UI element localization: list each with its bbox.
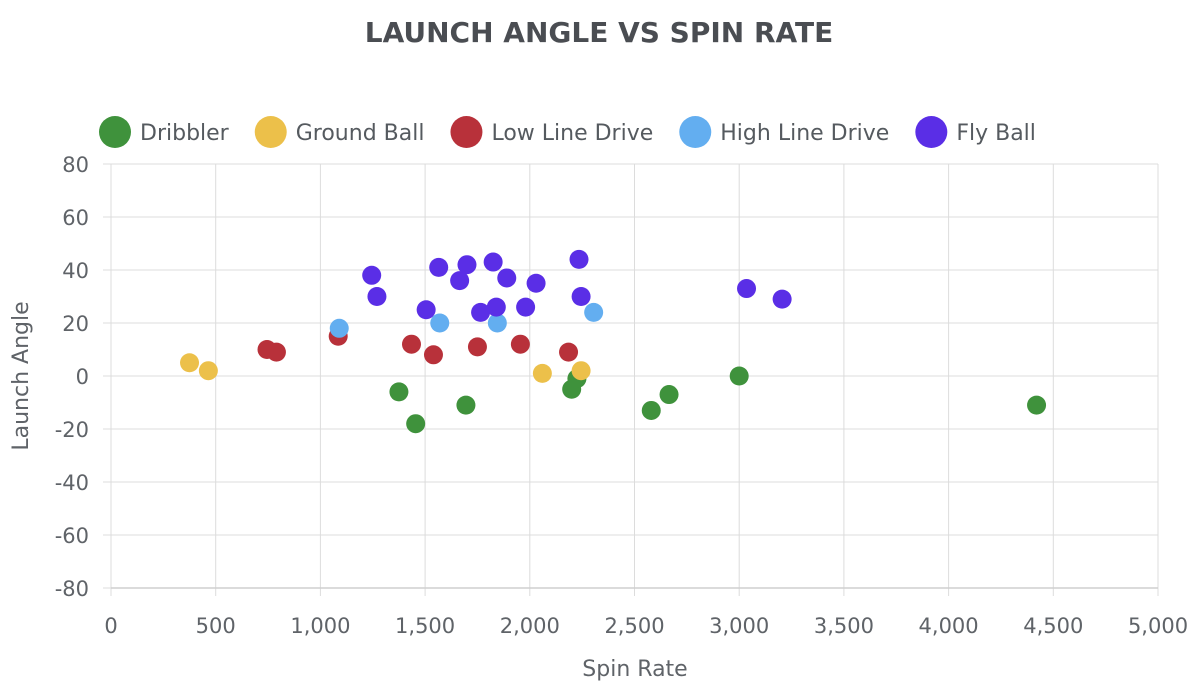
low-line-drive-point <box>510 334 530 354</box>
fly-ball-point <box>569 249 589 269</box>
y-tick-label: -60 <box>55 524 89 548</box>
x-tick-label: 3,500 <box>814 614 874 638</box>
x-tick-label: 3,000 <box>709 614 769 638</box>
ground-ball-point <box>198 361 218 381</box>
low-line-drive-point <box>423 345 443 365</box>
fly-ball-point <box>571 287 591 306</box>
dribbler-point <box>641 400 661 420</box>
fly-ball-point <box>772 289 792 309</box>
fly-ball-point <box>737 279 757 299</box>
x-tick-label: 500 <box>196 614 236 638</box>
y-tick-label: 60 <box>62 206 89 230</box>
fly-ball-point <box>450 271 470 291</box>
ground-ball-point <box>180 353 200 373</box>
x-tick-label: 1,000 <box>290 614 350 638</box>
low-line-drive-point <box>467 337 487 357</box>
y-tick-label: 20 <box>62 312 89 336</box>
legend-label: Fly Ball <box>956 121 1036 146</box>
fly-ball-point <box>516 297 536 317</box>
ground-ball-point <box>571 361 591 381</box>
y-tick-label: -20 <box>55 418 89 442</box>
low-line-drive-point <box>401 334 421 354</box>
legend-marker <box>254 116 287 148</box>
legend-item-low-line-drive[interactable]: Low Line Drive <box>450 116 653 148</box>
legend-item-dribbler[interactable]: Dribbler <box>99 116 230 148</box>
fly-ball-point <box>486 297 506 317</box>
y-tick-label: 0 <box>76 365 89 389</box>
y-tick-label: -80 <box>55 577 89 601</box>
legend-item-fly-ball[interactable]: Fly Ball <box>915 116 1036 148</box>
x-tick-label: 4,000 <box>919 614 979 638</box>
fly-ball-point <box>457 255 477 275</box>
high-line-drive-point <box>487 313 507 333</box>
chart-grid <box>103 163 1159 596</box>
x-axis-label: Spin Rate <box>582 657 687 682</box>
y-tick-label: 40 <box>62 259 89 283</box>
low-line-drive-point <box>559 342 579 362</box>
dribbler-point <box>456 395 476 415</box>
dribbler-point <box>1027 395 1047 415</box>
chart-legend: Dribbler Ground Ball Low Line Drive High Li… <box>99 116 1036 148</box>
legend-marker <box>679 116 712 148</box>
fly-ball-point <box>429 257 449 277</box>
ground-ball-point <box>532 363 552 383</box>
fly-ball-point <box>367 287 387 306</box>
legend-label: Ground Ball <box>296 121 425 146</box>
legend-marker <box>915 116 948 148</box>
x-axis-ticks: 0 500 1,000 1,500 2,000 2,500 3,000 3,500 4,000 4… <box>104 614 1188 638</box>
legend-label: High Line Drive <box>720 121 889 146</box>
y-tick-label: -40 <box>55 471 89 495</box>
x-tick-label: 1,500 <box>395 614 455 638</box>
y-tick-label: 80 <box>62 153 89 177</box>
x-tick-label: 2,500 <box>604 614 664 638</box>
x-tick-label: 2,000 <box>500 614 560 638</box>
fly-ball-point <box>497 268 517 288</box>
high-line-drive-point <box>329 318 349 338</box>
y-axis-label: Launch Angle <box>9 301 34 450</box>
fly-ball-point <box>362 265 382 285</box>
chart-title: LAUNCH ANGLE VS SPIN RATE <box>365 16 834 49</box>
legend-item-high-line-drive[interactable]: High Line Drive <box>679 116 889 148</box>
fly-ball-point <box>526 273 546 293</box>
legend-marker <box>450 116 483 148</box>
chart-points <box>180 249 1047 434</box>
dribbler-point <box>389 382 409 402</box>
legend-item-ground-ball[interactable]: Ground Ball <box>254 116 425 148</box>
dribbler-point <box>406 414 426 434</box>
fly-ball-point <box>416 300 436 320</box>
low-line-drive-point <box>266 342 286 362</box>
high-line-drive-point <box>584 302 604 322</box>
dribbler-point <box>729 366 749 386</box>
x-tick-label: 5,000 <box>1128 614 1188 638</box>
x-tick-label: 4,500 <box>1023 614 1083 638</box>
dribbler-point <box>659 385 679 405</box>
y-axis-ticks: 80 60 40 20 0 -20 -40 -60 -80 <box>55 153 89 601</box>
legend-label: Dribbler <box>140 121 230 146</box>
x-tick-label: 0 <box>104 614 117 638</box>
legend-label: Low Line Drive <box>491 121 653 146</box>
high-line-drive-point <box>430 313 450 333</box>
fly-ball-point <box>471 302 491 322</box>
legend-marker <box>99 116 131 148</box>
fly-ball-point <box>483 252 503 272</box>
